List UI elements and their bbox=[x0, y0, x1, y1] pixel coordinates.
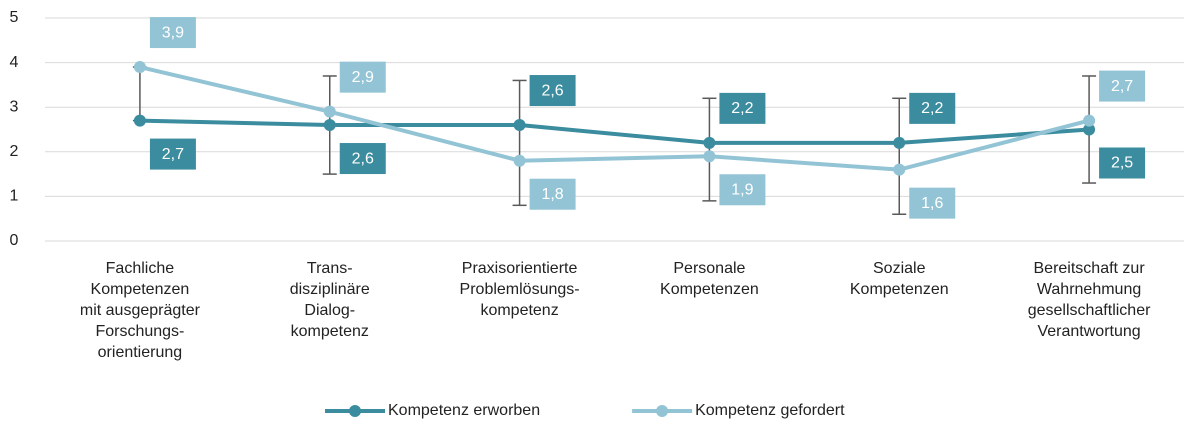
data-point bbox=[703, 150, 716, 163]
legend-label: Kompetenz erworben bbox=[388, 402, 540, 419]
data-point bbox=[893, 163, 906, 176]
data-point bbox=[1083, 114, 1096, 127]
data-label-box bbox=[909, 187, 956, 219]
data-point bbox=[323, 105, 336, 118]
data-label-box bbox=[1099, 147, 1146, 179]
data-label-box bbox=[529, 178, 576, 210]
y-tick-label: 2 bbox=[10, 143, 19, 160]
legend-label: Kompetenz gefordert bbox=[695, 402, 845, 419]
data-point bbox=[133, 114, 146, 127]
y-tick-label: 3 bbox=[10, 98, 19, 115]
data-point bbox=[1083, 123, 1096, 136]
data-label: 2,5 bbox=[1111, 155, 1133, 172]
x-tick-label: Fachliche Kompetenzen mit ausgeprägter F… bbox=[79, 260, 200, 361]
legend-marker bbox=[656, 405, 669, 417]
data-label-box bbox=[339, 61, 386, 93]
data-point bbox=[513, 119, 526, 132]
data-label: 2,6 bbox=[541, 82, 563, 99]
data-label: 2,2 bbox=[731, 100, 753, 117]
y-tick-label: 5 bbox=[10, 9, 19, 26]
x-tick-label: Praxisorientierte Problemlösungs- kompet… bbox=[459, 260, 580, 319]
data-label: 1,9 bbox=[731, 181, 753, 198]
data-label-box bbox=[149, 17, 196, 49]
data-label: 2,9 bbox=[352, 69, 374, 86]
x-tick-label: Trans- disziplinäre Dialog- kompetenz bbox=[289, 260, 370, 340]
data-label-box bbox=[339, 143, 386, 175]
y-tick-label: 0 bbox=[10, 232, 19, 249]
data-label-box bbox=[1099, 70, 1146, 102]
data-label: 2,2 bbox=[921, 100, 943, 117]
x-tick-label: Personale Kompetenzen bbox=[660, 260, 759, 298]
data-label: 2,7 bbox=[1111, 78, 1133, 95]
data-point bbox=[323, 119, 336, 132]
data-label-box bbox=[909, 92, 956, 124]
data-label: 2,7 bbox=[162, 146, 184, 163]
data-point bbox=[893, 136, 906, 149]
data-point bbox=[703, 136, 716, 149]
data-label: 2,6 bbox=[352, 150, 374, 167]
data-label: 1,6 bbox=[921, 195, 943, 212]
data-label-box bbox=[529, 75, 576, 107]
data-label-box bbox=[719, 174, 766, 206]
x-tick-label: Soziale Kompetenzen bbox=[849, 260, 949, 298]
y-tick-label: 4 bbox=[10, 54, 19, 71]
series-line bbox=[139, 65, 1090, 172]
legend-marker bbox=[349, 405, 361, 417]
data-label: 1,8 bbox=[541, 186, 563, 203]
x-tick-label: Bereitschaft zur Wahrnehmung gesellschaf… bbox=[1027, 260, 1151, 340]
series-line bbox=[139, 118, 1090, 145]
data-label-box bbox=[149, 138, 196, 170]
data-label: 3,9 bbox=[162, 24, 184, 41]
data-label-box bbox=[719, 92, 766, 124]
data-point bbox=[513, 154, 526, 167]
data-point bbox=[133, 61, 146, 74]
y-tick-label: 1 bbox=[10, 188, 19, 205]
